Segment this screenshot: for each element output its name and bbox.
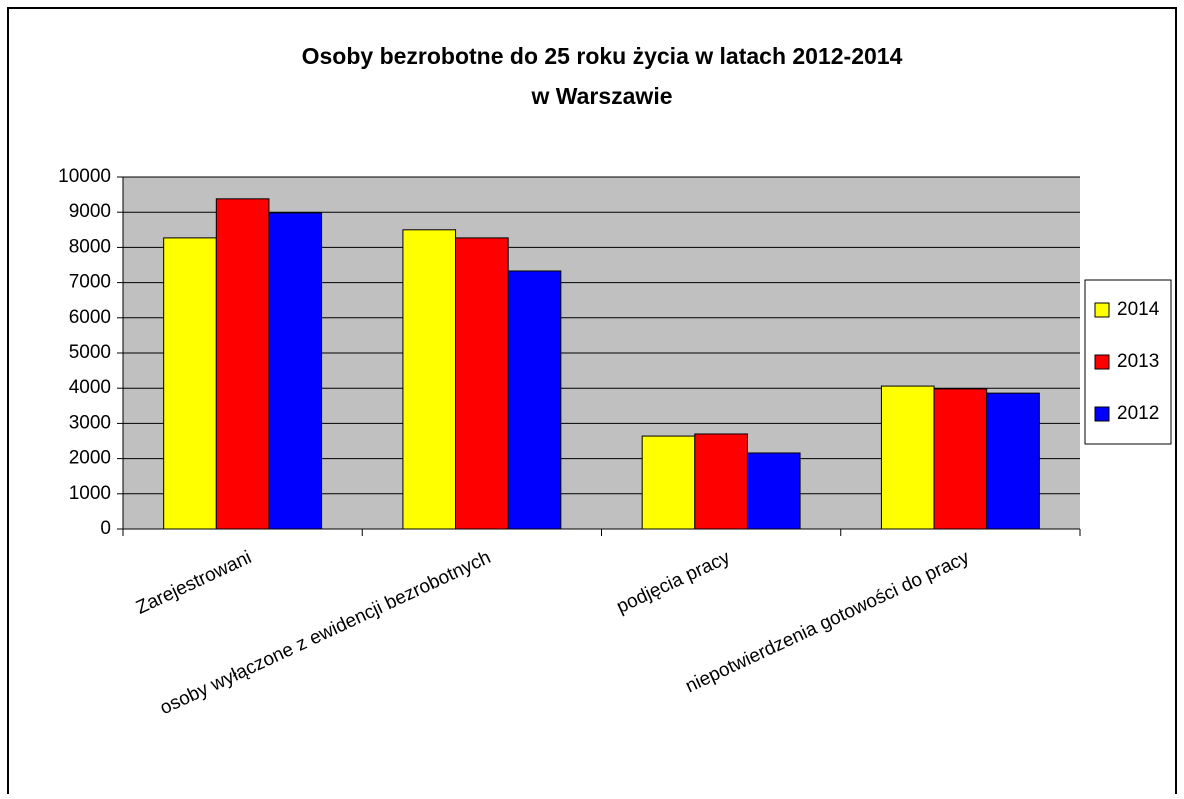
y-tick-label: 10000 [58,166,111,187]
y-tick-label: 1000 [69,483,111,504]
bar [694,433,748,530]
legend-label: 2014 [1117,299,1160,320]
legend-swatch [1094,406,1110,422]
y-tick-label: 2000 [69,448,111,469]
chart-title: w Warszawie [530,83,672,109]
legend-swatch [1094,302,1110,318]
bar [215,198,270,530]
bar [507,270,562,530]
bar [268,212,323,530]
y-tick-label: 0 [100,518,111,539]
bar [402,229,457,530]
y-tick-label: 9000 [69,201,111,222]
y-tick-label: 7000 [69,272,111,293]
bar [641,435,696,530]
bar [746,452,801,530]
y-tick-label: 3000 [69,412,111,433]
bar [986,392,1040,530]
bar [880,385,935,530]
y-tick-label: 8000 [69,236,111,257]
legend-label: 2012 [1117,403,1159,424]
bar [455,237,509,530]
y-tick-label: 6000 [69,307,111,328]
y-tick-label: 5000 [69,342,111,363]
bar [163,237,217,530]
bar [933,388,988,530]
legend-swatch [1094,354,1110,370]
chart-title: Osoby bezrobotne do 25 roku życia w lata… [302,43,903,69]
y-tick-label: 4000 [69,377,111,398]
legend-label: 2013 [1117,351,1159,372]
